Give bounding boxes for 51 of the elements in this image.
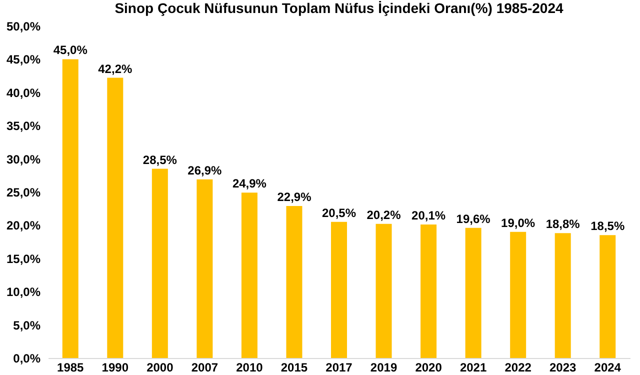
y-tick-label: 40,0%: [6, 86, 41, 100]
bar: [196, 179, 213, 358]
data-label: 20,1%: [412, 208, 446, 223]
x-tick-label: 2007: [191, 360, 218, 374]
data-label: 22,9%: [277, 190, 312, 204]
x-tick-label: 2020: [415, 360, 442, 374]
x-tick-label: 2017: [326, 360, 353, 374]
data-label: 45,0%: [53, 43, 88, 58]
x-tick-label: 2019: [370, 360, 398, 374]
data-label: 42,2%: [98, 62, 132, 76]
y-tick-label: 45,0%: [6, 52, 41, 67]
bar: [241, 192, 258, 358]
y-tick-label: 0,0%: [13, 352, 41, 366]
x-tick-label: 2000: [146, 360, 174, 374]
y-tick-label: 35,0%: [6, 119, 41, 134]
data-label: 28,5%: [142, 152, 178, 167]
bar: [62, 59, 78, 358]
data-label: 20,2%: [366, 208, 402, 222]
data-label: 24,9%: [232, 176, 267, 191]
y-tick-label: 25,0%: [6, 186, 41, 200]
x-tick-label: 2023: [549, 360, 577, 374]
data-label: 19,0%: [501, 216, 536, 230]
data-label: 20,5%: [322, 206, 356, 220]
chart-title: Sinop Çocuk Nüfusunun Toplam Nüfus İçindeki Oranı(%) 1985-2024: [114, 0, 564, 16]
bar: [600, 235, 616, 358]
y-tick-label: 50,0%: [6, 20, 41, 34]
x-tick-label: 2010: [236, 360, 264, 374]
bar: [331, 222, 347, 358]
bar: [376, 224, 392, 358]
y-tick-label: 10,0%: [6, 285, 41, 300]
y-tick-label: 20,0%: [6, 218, 41, 233]
bar: [286, 206, 302, 358]
bar: [554, 233, 571, 358]
bar: [510, 232, 526, 358]
x-tick-label: 2021: [460, 360, 487, 374]
bar: [152, 168, 168, 358]
x-tick-label: 2024: [594, 360, 622, 374]
x-tick-label: 1985: [57, 360, 84, 374]
data-label: 26,9%: [188, 163, 222, 178]
x-tick-label: 1990: [102, 360, 129, 374]
y-tick-label: 5,0%: [13, 318, 41, 332]
x-tick-label: 2022: [504, 360, 532, 374]
bar: [420, 224, 437, 358]
x-tick-label: 2015: [280, 360, 308, 374]
data-label: 19,6%: [456, 212, 491, 226]
bar: [465, 228, 482, 358]
bar: [107, 78, 124, 358]
y-tick-label: 30,0%: [6, 152, 41, 166]
data-label: 18,8%: [546, 217, 580, 232]
y-tick-label: 15,0%: [6, 252, 41, 266]
data-label: 18,5%: [590, 219, 625, 234]
